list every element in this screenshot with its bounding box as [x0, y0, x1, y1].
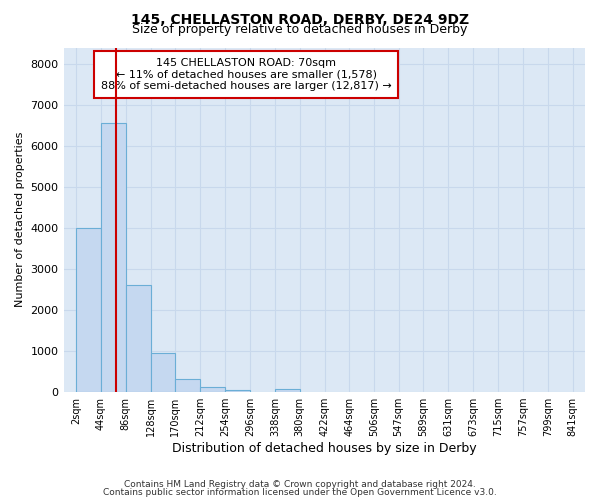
Bar	[101, 124, 125, 392]
Text: Contains public sector information licensed under the Open Government Licence v3: Contains public sector information licen…	[103, 488, 497, 497]
Text: 145, CHELLASTON ROAD, DERBY, DE24 9DZ: 145, CHELLASTON ROAD, DERBY, DE24 9DZ	[131, 12, 469, 26]
Bar	[275, 389, 300, 392]
Text: 145 CHELLASTON ROAD: 70sqm  
← 11% of detached houses are smaller (1,578)
88% of: 145 CHELLASTON ROAD: 70sqm ← 11% of deta…	[101, 58, 391, 91]
Y-axis label: Number of detached properties: Number of detached properties	[15, 132, 25, 308]
Bar	[125, 286, 151, 392]
Bar	[175, 378, 200, 392]
Bar	[200, 387, 225, 392]
Bar	[151, 353, 175, 392]
X-axis label: Distribution of detached houses by size in Derby: Distribution of detached houses by size …	[172, 442, 476, 455]
Bar	[76, 228, 101, 392]
Text: Size of property relative to detached houses in Derby: Size of property relative to detached ho…	[133, 22, 467, 36]
Bar	[225, 390, 250, 392]
Text: Contains HM Land Registry data © Crown copyright and database right 2024.: Contains HM Land Registry data © Crown c…	[124, 480, 476, 489]
